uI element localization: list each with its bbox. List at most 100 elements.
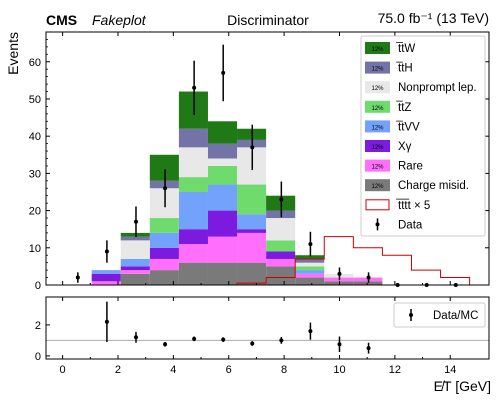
legend-label-5: Xγ xyxy=(398,141,412,153)
legend-label-3: t̅tZ xyxy=(395,102,411,114)
x-axis-label: E̸T [GeV] xyxy=(434,378,491,394)
stack-bar-1-1 xyxy=(120,270,150,274)
ratio-point-0 xyxy=(104,319,109,324)
legend-label-1: t̅tH xyxy=(395,63,412,75)
data-point-0 xyxy=(75,275,80,280)
stack-bar-3-0 xyxy=(91,270,121,274)
stack-bar-4-4 xyxy=(207,165,238,185)
stack-bar-4-5 xyxy=(237,184,267,215)
data-point-7 xyxy=(279,197,284,202)
y-axis-label: Events xyxy=(5,32,21,75)
data-point-6 xyxy=(250,145,255,150)
stack-bar-6-4 xyxy=(207,143,238,159)
stack-bar-0-6 xyxy=(266,266,296,285)
main-y-tick-label-1: 10 xyxy=(29,243,41,255)
stack-bar-3-5 xyxy=(237,214,267,230)
ratio-point-2 xyxy=(163,342,168,347)
stack-bar-0-9 xyxy=(353,281,383,285)
stack-bar-7-7 xyxy=(295,255,325,259)
stack-bar-2-1 xyxy=(120,266,150,271)
data-point-3 xyxy=(163,186,168,191)
legend-badge-3: 12% xyxy=(371,106,384,112)
stack-bar-1-0 xyxy=(91,281,121,285)
main-y-tick-label-6: 60 xyxy=(29,57,41,69)
main-panel: 0 10 20 30 40 50 60 Events 12% t̅tW 12% t̅tH 12% No… xyxy=(5,31,490,292)
ratio-axes: 0 2 4 6 8 10 12 14 0 2 xyxy=(35,297,456,376)
main-y-tick-label-2: 20 xyxy=(29,206,41,218)
legend-label-signal: t̅tt̅t × 5 xyxy=(395,200,430,212)
ratio-y-tick-label-1: 2 xyxy=(35,320,41,332)
ratio-point-1 xyxy=(133,335,138,340)
signal-histogram xyxy=(236,236,471,285)
legend-swatch-5 xyxy=(365,140,390,152)
stack-bar-2-5 xyxy=(237,229,267,233)
stack-bar-1-7 xyxy=(295,273,325,278)
ratio-legend-point xyxy=(409,313,413,317)
x-tick-label-5: 10 xyxy=(333,364,345,376)
stack-bar-4-2 xyxy=(149,218,179,233)
stack-bar-3-7 xyxy=(295,270,325,274)
ratio-legend-box xyxy=(393,302,486,328)
main-y-tick-label-5: 50 xyxy=(29,94,41,106)
data-point-4 xyxy=(192,85,197,90)
ratio-point-8 xyxy=(337,342,342,347)
legend-badge-0: 12% xyxy=(371,47,384,53)
signal-step-line xyxy=(236,236,471,285)
ratio-point-9 xyxy=(366,346,371,351)
legend-swatch-1 xyxy=(365,61,390,74)
main-legend: 12% t̅tW 12% t̅tH 12% Nonprompt lep. 12% t̅tZ 12… xyxy=(360,35,486,237)
stack-bar-1-2 xyxy=(149,258,179,271)
stack-bar-4-3 xyxy=(178,177,208,192)
ratio-point-4 xyxy=(221,337,226,342)
main-axes: 0 10 20 30 40 50 60 xyxy=(29,32,489,292)
stack-bar-5-6 xyxy=(266,218,296,241)
legend-box xyxy=(360,35,486,237)
legend-swatch-0 xyxy=(365,42,390,54)
stack-bar-6-1 xyxy=(120,236,150,241)
main-y-tick-label-0: 0 xyxy=(35,280,41,292)
stack-bar-3-4 xyxy=(207,184,238,211)
stack-bar-1-4 xyxy=(207,236,238,263)
ratio-point-6 xyxy=(279,338,284,343)
x-tick-label-1: 2 xyxy=(115,364,121,376)
legend-badge-5: 12% xyxy=(371,145,384,151)
stack-bar-0-4 xyxy=(207,262,238,285)
legend-label-4: t̅tVV xyxy=(395,121,420,133)
x-tick-label-2: 4 xyxy=(170,364,176,376)
stack-bar-5-4 xyxy=(207,158,238,166)
x-tick-label-6: 12 xyxy=(389,364,401,376)
data-point-2 xyxy=(133,219,138,224)
x-tick-label-3: 6 xyxy=(226,364,232,376)
legend-swatch-3 xyxy=(365,100,390,113)
stack-bar-3-3 xyxy=(178,191,208,230)
chart-title: Discriminator xyxy=(227,12,309,28)
legend-swatch-7 xyxy=(365,179,390,192)
ratio-point-7 xyxy=(308,329,313,334)
legend-swatch-4 xyxy=(365,120,390,133)
stack-bar-1-6 xyxy=(266,258,296,267)
stack-bar-4-6 xyxy=(266,240,296,252)
ratio-point-3 xyxy=(192,336,197,341)
stack-bar-6-3 xyxy=(178,128,208,148)
legend-label-data: Data xyxy=(398,219,423,231)
x-tick-label-4: 8 xyxy=(281,364,287,376)
stack-bar-5-3 xyxy=(178,147,208,178)
legend-badge-6: 12% xyxy=(371,165,384,171)
stack-bar-1-5 xyxy=(237,232,267,263)
data-point-10 xyxy=(366,275,371,280)
stack-bar-4-7 xyxy=(295,266,325,271)
data-point-1 xyxy=(104,249,109,254)
lumi-label: 75.0 fb⁻¹ (13 TeV) xyxy=(378,10,489,26)
stack-bar-0-7 xyxy=(295,277,325,285)
legend-data-point xyxy=(375,222,380,227)
legend-badge-7: 12% xyxy=(371,184,384,190)
stack-bar-0-5 xyxy=(237,262,267,285)
data-point-9 xyxy=(337,271,342,276)
legend-badge-2: 12% xyxy=(371,86,384,92)
legend-swatch-6 xyxy=(365,159,390,172)
stack-bar-2-2 xyxy=(149,247,179,259)
legend-label-2: Nonprompt lep. xyxy=(398,82,477,94)
ratio-legend: Data/MC xyxy=(393,302,486,328)
ratio-points xyxy=(104,301,371,354)
